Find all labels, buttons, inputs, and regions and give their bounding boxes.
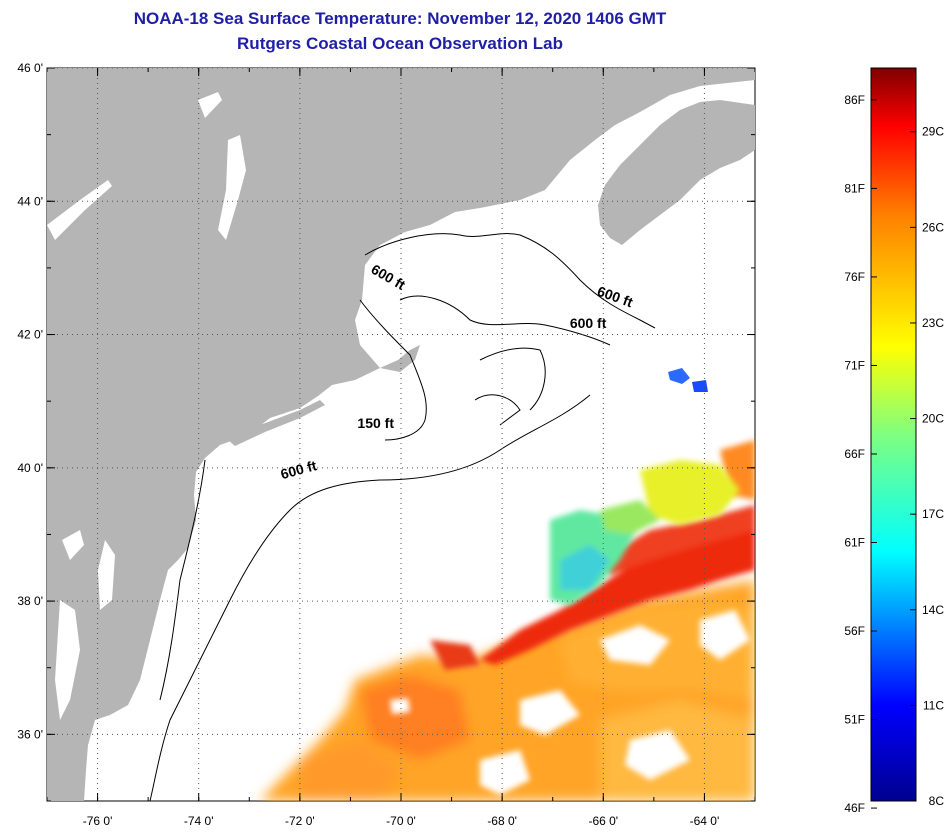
lon-label: -66 0'	[588, 814, 618, 828]
lat-label: 44 0'	[17, 194, 43, 208]
colorbar-fahrenheit-label: 86F	[844, 93, 865, 107]
colorbar-celsius-label: 11C	[923, 698, 944, 712]
lon-label: -64 0'	[690, 814, 720, 828]
contour-600ft-georges	[399, 295, 611, 346]
land-nova-scotia	[598, 100, 755, 245]
lat-label: 46 0'	[17, 61, 43, 75]
colorbar-fahrenheit-label: 61F	[844, 536, 865, 550]
map-title: NOAA-18 Sea Surface Temperature: Novembe…	[133, 9, 667, 28]
colorbar-celsius-label: 14C	[922, 603, 944, 617]
colorbar-celsius-label: 20C	[922, 412, 944, 426]
bathymetry-contours	[149, 233, 656, 801]
land-long-island	[228, 400, 325, 446]
land-delmarva	[95, 500, 160, 640]
land-cape-cod	[380, 345, 420, 372]
colorbar-fahrenheit-label: 56F	[844, 624, 865, 638]
lon-label: -74 0'	[184, 814, 214, 828]
colorbar-celsius-label: 29C	[922, 125, 944, 139]
lat-label: 38 0'	[17, 594, 43, 608]
lat-label: 36 0'	[17, 727, 43, 741]
lon-label: -68 0'	[487, 814, 517, 828]
lon-label: -70 0'	[386, 814, 416, 828]
colorbar-celsius-label: 26C	[922, 220, 944, 234]
contour-600ft-gulf	[364, 233, 656, 329]
land	[47, 68, 755, 801]
lat-label: 40 0'	[17, 461, 43, 475]
colorbar-fahrenheit-label: 51F	[844, 713, 865, 727]
colorbar-celsius-label: 8C	[929, 794, 944, 808]
graticule	[47, 68, 755, 801]
colorbar-fahrenheit-label: 71F	[844, 358, 865, 372]
sst-data	[260, 368, 755, 801]
contour-shelf-inner	[159, 459, 206, 701]
lon-label: -72 0'	[285, 814, 315, 828]
colorbar-celsius-label: 17C	[922, 507, 944, 521]
colorbar-celsius-label: 23C	[922, 316, 944, 330]
colorbar	[870, 67, 917, 802]
contour-label: 600 ft	[570, 315, 607, 331]
colorbar-fahrenheit-label: 46F	[844, 801, 865, 815]
map-subtitle: Rutgers Coastal Ocean Observation Lab	[237, 34, 563, 53]
inland-water	[47, 92, 246, 720]
colorbar-fahrenheit-label: 66F	[844, 447, 865, 461]
contour-150ft	[359, 299, 427, 441]
lat-label: 42 0'	[17, 328, 43, 342]
colorbar-fahrenheit-label: 81F	[844, 181, 865, 195]
lon-label: -76 0'	[83, 814, 113, 828]
land-us-mainland	[47, 68, 755, 801]
colorbar-fahrenheit-label: 76F	[844, 270, 865, 284]
contour-600ft-shelf	[149, 394, 591, 801]
contour-label: 150 ft	[357, 415, 394, 431]
